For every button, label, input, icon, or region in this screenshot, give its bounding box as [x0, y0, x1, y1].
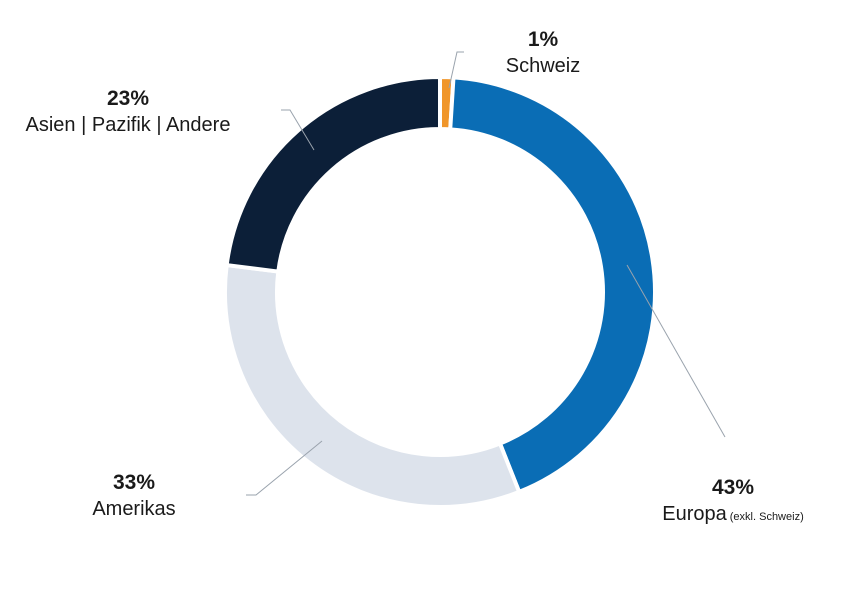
category-label-amerikas: Amerikas	[92, 498, 176, 520]
label-asien: 23% Asien | Pazifik | Andere	[8, 86, 248, 138]
category-label-asien: Asien | Pazifik | Andere	[25, 114, 231, 136]
value-label-asien: 23%	[106, 87, 150, 110]
leader-schweiz	[448, 51, 464, 89]
leader-asien	[281, 109, 315, 151]
value-label-schweiz: 1%	[527, 28, 559, 51]
category-note-europa: (exkl. Schweiz)	[729, 511, 804, 523]
category-text-europa: Europa	[662, 503, 727, 525]
category-label-europa: Europa (exkl. Schweiz)	[638, 501, 828, 530]
slice-amerikas	[223, 262, 522, 509]
label-amerikas: 33% Amerikas	[78, 470, 190, 522]
slice-asien	[224, 74, 442, 274]
leader-lines	[246, 51, 726, 496]
label-schweiz: 1% Schweiz	[498, 27, 588, 79]
leader-amerikas	[246, 440, 323, 496]
donut-slices	[223, 74, 657, 509]
category-label-schweiz: Schweiz	[505, 55, 581, 77]
leader-europa	[626, 264, 726, 438]
value-label-europa: 43%	[711, 476, 755, 499]
slice-europa	[448, 75, 657, 495]
label-europa: 43% Europa (exkl. Schweiz)	[638, 475, 828, 530]
value-label-amerikas: 33%	[112, 471, 156, 494]
